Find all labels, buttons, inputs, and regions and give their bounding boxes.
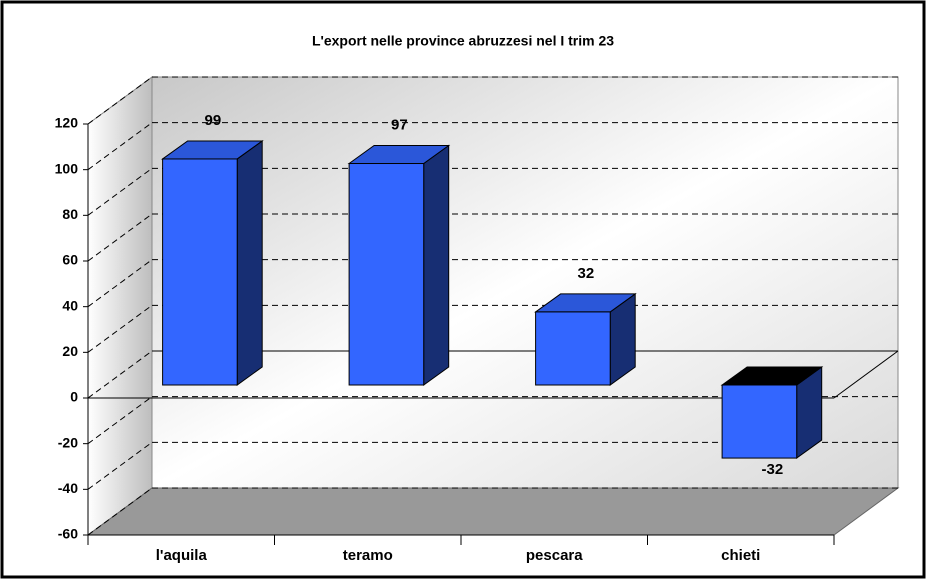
grid-line xyxy=(87,350,153,399)
grid-line xyxy=(87,259,153,308)
chart-title: L'export nelle province abruzzesi nel I … xyxy=(312,33,614,49)
data-label: -32 xyxy=(762,461,784,478)
grid-line xyxy=(87,213,153,262)
y-tick-label: -40 xyxy=(58,480,78,496)
side-wall xyxy=(87,76,153,536)
y-tick-label: -60 xyxy=(58,526,78,542)
bar xyxy=(348,163,425,386)
y-tick-label: -20 xyxy=(58,434,78,450)
y-tick-label: 20 xyxy=(62,343,78,359)
bar xyxy=(535,311,611,386)
grid-line xyxy=(87,487,153,536)
grid-line xyxy=(87,122,153,171)
data-label: 97 xyxy=(391,116,408,133)
x-tick-label: pescara xyxy=(526,547,583,564)
grid-line xyxy=(87,76,153,125)
grid-line xyxy=(87,167,153,216)
y-tick-label: 0 xyxy=(70,389,78,405)
y-tick-label: 40 xyxy=(62,297,78,313)
y-tick-label: 120 xyxy=(55,115,79,131)
grid-line xyxy=(87,304,153,353)
data-label: 99 xyxy=(205,112,222,129)
bar-side xyxy=(236,139,263,386)
y-tick-label: 80 xyxy=(62,206,78,222)
data-label: 32 xyxy=(578,265,595,282)
bar xyxy=(162,158,238,386)
floor xyxy=(86,487,900,536)
grid-line xyxy=(87,441,153,490)
y-tick-label: 60 xyxy=(62,252,78,268)
bar xyxy=(721,384,798,459)
zero-line xyxy=(833,350,899,399)
x-tick-label: l'aquila xyxy=(156,547,208,564)
x-tick-label: teramo xyxy=(343,547,393,564)
y-tick-label: 100 xyxy=(55,160,79,176)
x-tick-label: chieti xyxy=(721,547,760,564)
grid-line xyxy=(87,396,153,445)
bar-side xyxy=(423,144,450,386)
